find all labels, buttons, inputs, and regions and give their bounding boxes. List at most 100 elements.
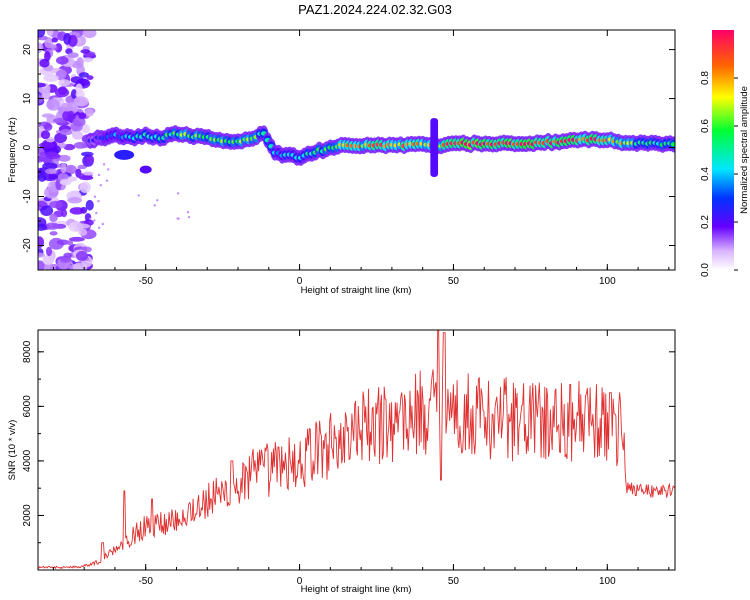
noise-blob	[86, 75, 94, 80]
noise-blob	[59, 256, 72, 263]
y-tick-label: 20	[22, 44, 33, 56]
snr-panel: -50 0 50 100 2000 4000 6000 8000 Height of stra…	[7, 329, 676, 595]
colorbar-label: Normalized spectral amplitude	[739, 86, 750, 214]
snr-xlabel: Height of straight line (km)	[301, 584, 412, 595]
noise-blob	[63, 252, 73, 259]
noise-dot	[153, 204, 156, 207]
noise-blob	[38, 42, 44, 53]
noise-blob	[66, 240, 74, 246]
noise-dot	[176, 192, 180, 195]
noise-blob	[75, 168, 82, 178]
noise-blob	[54, 43, 63, 53]
snr-ticks: -50 0 50 100 2000 4000 6000 8000	[22, 330, 675, 587]
noise-blob	[80, 49, 91, 54]
noise-blob	[38, 252, 46, 258]
noise-blob	[39, 58, 50, 68]
noise-blob	[42, 162, 58, 170]
snr-ylabel: SNR (10 * v/v)	[7, 420, 18, 481]
noise-blob	[45, 246, 53, 257]
y-tick-label: 8000	[22, 340, 33, 363]
noise-blob	[49, 44, 57, 49]
x-tick-label: 0	[297, 276, 303, 287]
noise-blob	[38, 30, 46, 38]
x-tick-label: 50	[448, 576, 460, 587]
noise-dot	[93, 195, 97, 198]
noise-blob	[83, 171, 94, 176]
noise-blob	[84, 213, 92, 222]
noise-blob	[82, 30, 97, 39]
noise-dot	[97, 173, 101, 177]
noise-blob	[57, 154, 71, 162]
noise-blob	[70, 89, 78, 99]
noise-dot	[89, 217, 92, 220]
noise-blob	[63, 143, 76, 151]
noise-blob	[75, 90, 85, 99]
colorbar-tick-label: 0.2	[700, 215, 711, 229]
noise-dot	[95, 211, 98, 215]
colorbar-tick-label: 0.0	[700, 263, 711, 277]
noise-blob	[81, 151, 94, 157]
noise-blob	[60, 209, 68, 218]
snr-frame	[37, 329, 676, 571]
noise-blob	[42, 255, 54, 266]
noise-blob	[65, 164, 77, 175]
noise-dot	[97, 200, 100, 203]
noise-blob	[51, 37, 58, 43]
y-tick-label: 2000	[22, 504, 33, 527]
colorbar-tick-label: 0.4	[700, 167, 711, 181]
noise-blob	[82, 57, 94, 63]
ridge-core	[670, 142, 675, 147]
burst-column	[430, 118, 439, 177]
noise-dot	[101, 222, 104, 226]
noise-blob	[72, 117, 86, 127]
colorbar-tick-label: 0.6	[700, 119, 711, 133]
noise-blob	[59, 129, 73, 136]
colorbar-tick-label: 0.8	[700, 71, 711, 85]
noise-dot	[107, 168, 110, 171]
chart-title: PAZ1.2024.224.02.32.G03	[298, 2, 452, 17]
noise-blob	[49, 213, 58, 223]
spectrogram-panel: -50 0 50 100 -20 -10 0 10 20 Height of straight …	[7, 29, 676, 296]
x-tick-label: 100	[599, 276, 616, 287]
noise-dot	[187, 216, 191, 219]
noise-blob	[44, 186, 59, 199]
y-tick-label: 6000	[22, 395, 33, 418]
noise-blob	[72, 130, 84, 140]
side-blob	[114, 149, 135, 160]
x-tick-label: 100	[599, 576, 616, 587]
y-tick-label: 4000	[22, 449, 33, 472]
noise-blob	[49, 200, 63, 209]
noise-blob	[79, 181, 91, 194]
noise-blob	[75, 250, 89, 261]
noise-blob	[60, 162, 67, 174]
side-blob	[139, 165, 152, 174]
noise-blob	[62, 110, 75, 122]
noise-blob	[59, 179, 72, 186]
noise-blob	[38, 223, 48, 231]
noise-blob	[58, 79, 70, 87]
y-tick-label: 0	[22, 144, 33, 150]
y-tick-label: -20	[22, 238, 33, 253]
noise-blob	[49, 231, 58, 236]
noise-blob	[45, 151, 58, 158]
noise-dot	[137, 194, 140, 197]
noise-blob	[56, 239, 70, 246]
spectrogram-frame	[37, 29, 676, 271]
noise-blob	[38, 155, 45, 163]
noise-dot	[177, 217, 180, 220]
noise-blob	[45, 222, 60, 230]
noise-blob	[38, 142, 55, 149]
noise-blob	[40, 130, 51, 140]
noise-blob	[46, 98, 60, 111]
noise-dot	[93, 219, 96, 222]
noise-blob	[78, 112, 87, 120]
x-tick-label: -50	[138, 576, 153, 587]
noise-blob	[73, 96, 87, 107]
noise-blob	[56, 56, 69, 65]
noise-blob	[43, 263, 56, 270]
noise-blob	[46, 30, 54, 37]
noise-dot	[186, 211, 190, 214]
noise-blob	[69, 207, 85, 215]
noise-blob	[43, 173, 59, 182]
